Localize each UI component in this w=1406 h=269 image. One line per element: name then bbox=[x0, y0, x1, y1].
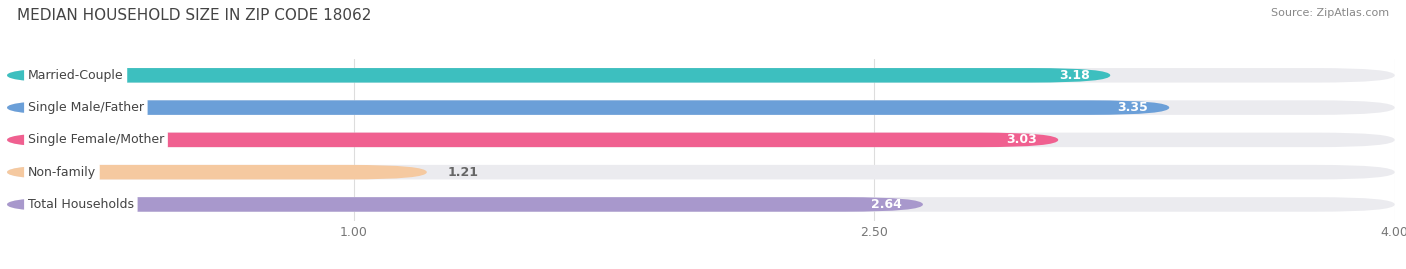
FancyBboxPatch shape bbox=[7, 68, 1111, 83]
Text: 3.18: 3.18 bbox=[1059, 69, 1090, 82]
FancyBboxPatch shape bbox=[7, 197, 1395, 212]
Text: Single Male/Father: Single Male/Father bbox=[28, 101, 143, 114]
FancyBboxPatch shape bbox=[7, 68, 1395, 83]
Text: 1.21: 1.21 bbox=[447, 166, 478, 179]
Text: MEDIAN HOUSEHOLD SIZE IN ZIP CODE 18062: MEDIAN HOUSEHOLD SIZE IN ZIP CODE 18062 bbox=[17, 8, 371, 23]
FancyBboxPatch shape bbox=[7, 100, 1170, 115]
FancyBboxPatch shape bbox=[7, 165, 1395, 179]
Text: Single Female/Mother: Single Female/Mother bbox=[28, 133, 165, 146]
Text: 3.35: 3.35 bbox=[1118, 101, 1149, 114]
Text: 3.03: 3.03 bbox=[1007, 133, 1038, 146]
FancyBboxPatch shape bbox=[7, 133, 1059, 147]
Text: Married-Couple: Married-Couple bbox=[28, 69, 124, 82]
Text: Non-family: Non-family bbox=[28, 166, 96, 179]
FancyBboxPatch shape bbox=[7, 197, 922, 212]
FancyBboxPatch shape bbox=[7, 100, 1395, 115]
Text: Source: ZipAtlas.com: Source: ZipAtlas.com bbox=[1271, 8, 1389, 18]
Text: 2.64: 2.64 bbox=[872, 198, 903, 211]
Text: Total Households: Total Households bbox=[28, 198, 134, 211]
FancyBboxPatch shape bbox=[7, 165, 427, 179]
FancyBboxPatch shape bbox=[7, 133, 1395, 147]
